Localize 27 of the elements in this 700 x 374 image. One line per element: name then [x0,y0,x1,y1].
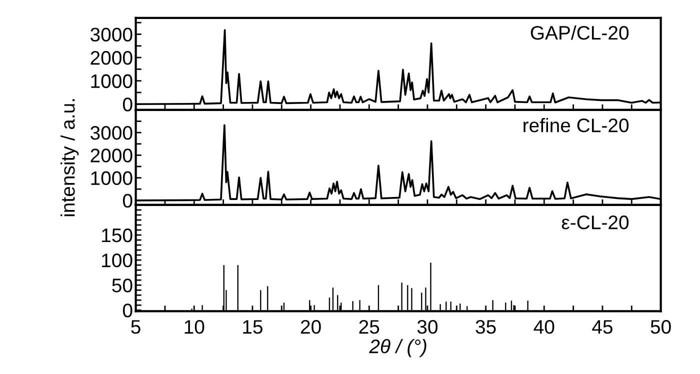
y-axis-title: intensity / a.u. [60,99,79,216]
y-tick-label: 3000 [90,126,132,140]
y-tick-label: 2000 [90,51,132,65]
x-tick-label: 50 [650,320,671,334]
x-tick-label: 40 [534,320,554,334]
x-tick-label: 30 [417,320,438,334]
y-tick-label: 150 [102,228,132,242]
annotation: refine CL-20 [524,118,629,132]
y-tick-label: 100 [102,254,132,268]
x-tick-label: 15 [243,320,262,334]
x-tick-label: 45 [592,320,612,334]
y-tick-label: 3000 [90,28,132,42]
x-tick-label: 35 [476,320,496,334]
y-tick-label: 1000 [91,171,132,186]
x-tick-label: 25 [359,320,380,334]
annotation: ε-CL-20 [562,216,629,230]
y-tick-label: 0 [122,98,132,112]
x-tick-label: 20 [300,320,321,334]
y-tick-label: 1000 [91,74,132,88]
annotation: GAP/CL-20 [530,25,629,40]
y-tick-label: 0 [122,194,132,208]
x-tick-label: 5 [131,320,140,334]
y-tick-label: 0 [122,304,132,318]
x-tick-label: 10 [184,320,204,334]
y-tick-label: 50 [112,278,132,292]
x-axis-title: 2θ / (°) [369,339,426,358]
y-tick-label: 2000 [90,148,132,162]
